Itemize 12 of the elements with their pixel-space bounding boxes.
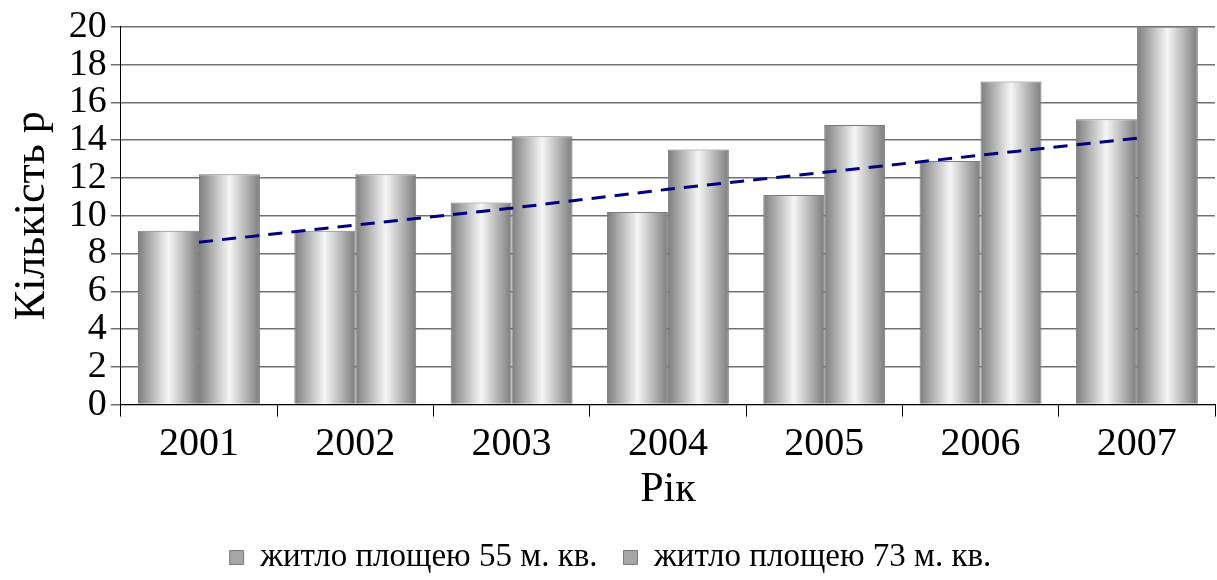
x-tick-label: 2002 (315, 419, 396, 465)
x-tick-label: 2005 (784, 419, 865, 465)
x-tick-label: 2001 (158, 419, 239, 465)
x-tick-label: 2007 (1096, 419, 1177, 465)
x-axis-title: Рік (640, 463, 697, 510)
line-series (197, 136, 1139, 244)
x-tick-label: 2006 (940, 419, 1021, 465)
x-tick-label: 2003 (471, 419, 552, 465)
y-axis-title: Кількість р (4, 111, 54, 321)
x-tick-label: 2004 (627, 419, 708, 465)
legend-label: житло площею 55 м. кв. (259, 537, 598, 574)
legend-label: житло площею 73 м. кв. (653, 537, 992, 574)
